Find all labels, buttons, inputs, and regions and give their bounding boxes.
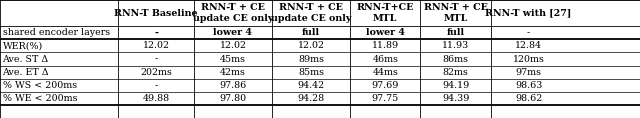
Text: 98.62: 98.62 xyxy=(515,94,542,103)
Text: 12.84: 12.84 xyxy=(515,41,542,50)
Text: 86ms: 86ms xyxy=(443,55,468,63)
Text: 97ms: 97ms xyxy=(516,68,541,77)
Text: RNN-T+CE
MTL: RNN-T+CE MTL xyxy=(356,3,414,23)
Text: 46ms: 46ms xyxy=(372,55,398,63)
Text: 120ms: 120ms xyxy=(513,55,545,63)
Text: 49.88: 49.88 xyxy=(143,94,170,103)
Text: 94.39: 94.39 xyxy=(442,94,469,103)
Text: 89ms: 89ms xyxy=(298,55,324,63)
Text: 12.02: 12.02 xyxy=(220,41,246,50)
Text: -: - xyxy=(154,55,158,63)
Text: 94.28: 94.28 xyxy=(298,94,324,103)
Text: RNN-T with [27]: RNN-T with [27] xyxy=(486,9,572,18)
Text: 94.19: 94.19 xyxy=(442,81,469,90)
Text: Ave. ET Δ: Ave. ET Δ xyxy=(3,68,49,77)
Text: WER(%): WER(%) xyxy=(3,41,43,50)
Text: RNN-T Baseline: RNN-T Baseline xyxy=(115,9,198,18)
Text: 94.42: 94.42 xyxy=(298,81,324,90)
Text: 97.69: 97.69 xyxy=(372,81,399,90)
Text: lower 4: lower 4 xyxy=(366,28,404,37)
Text: 97.80: 97.80 xyxy=(220,94,246,103)
Text: 42ms: 42ms xyxy=(220,68,246,77)
Text: % WS < 200ms: % WS < 200ms xyxy=(3,81,77,90)
Text: -: - xyxy=(154,28,158,37)
Text: RNN-T + CE
update CE only: RNN-T + CE update CE only xyxy=(193,3,273,23)
Text: Ave. ST Δ: Ave. ST Δ xyxy=(3,55,49,63)
Text: RNN-T + CE
MTL: RNN-T + CE MTL xyxy=(424,3,488,23)
Text: full: full xyxy=(302,28,320,37)
Text: 202ms: 202ms xyxy=(140,68,172,77)
Text: 11.93: 11.93 xyxy=(442,41,469,50)
Text: % WE < 200ms: % WE < 200ms xyxy=(3,94,77,103)
Text: 97.75: 97.75 xyxy=(372,94,399,103)
Text: -: - xyxy=(527,28,531,37)
Text: 12.02: 12.02 xyxy=(298,41,324,50)
Text: RNN-T + CE
update CE only: RNN-T + CE update CE only xyxy=(271,3,351,23)
Text: 98.63: 98.63 xyxy=(515,81,542,90)
Text: full: full xyxy=(447,28,465,37)
Text: 11.89: 11.89 xyxy=(372,41,399,50)
Text: 45ms: 45ms xyxy=(220,55,246,63)
Text: lower 4: lower 4 xyxy=(214,28,252,37)
Text: -: - xyxy=(154,81,158,90)
Text: 85ms: 85ms xyxy=(298,68,324,77)
Text: 44ms: 44ms xyxy=(372,68,398,77)
Text: 97.86: 97.86 xyxy=(220,81,246,90)
Text: 82ms: 82ms xyxy=(443,68,468,77)
Text: 12.02: 12.02 xyxy=(143,41,170,50)
Text: shared encoder layers: shared encoder layers xyxy=(3,28,109,37)
